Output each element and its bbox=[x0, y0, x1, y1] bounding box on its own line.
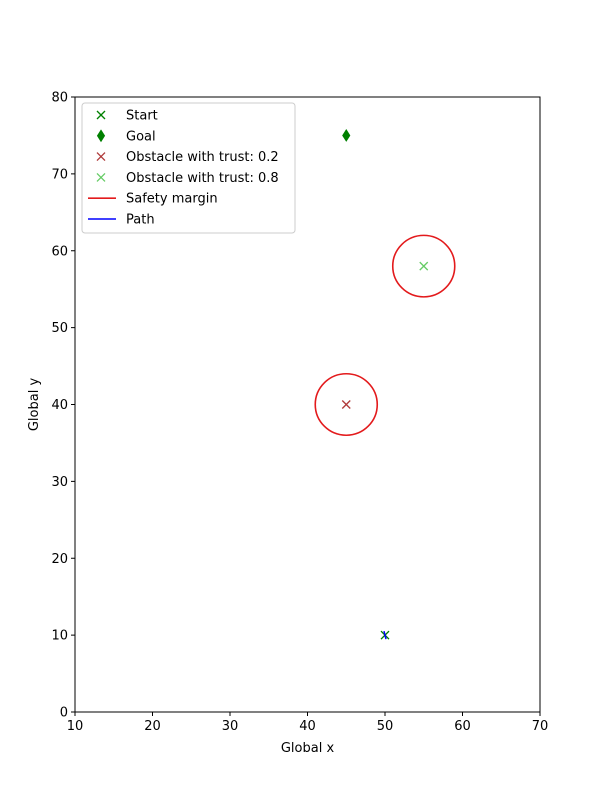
legend-label: Start bbox=[126, 109, 158, 124]
y-tick-label: 20 bbox=[51, 552, 68, 567]
y-tick-label: 0 bbox=[60, 706, 68, 721]
x-tick-label: 30 bbox=[222, 719, 239, 734]
x-tick-label: 40 bbox=[299, 719, 316, 734]
x-tick-label: 70 bbox=[532, 719, 549, 734]
y-tick-label: 10 bbox=[51, 629, 68, 644]
safety-margin-circle bbox=[391, 234, 456, 298]
legend-label: Obstacle with trust: 0.8 bbox=[126, 171, 279, 186]
y-tick-label: 50 bbox=[51, 321, 68, 336]
x-tick-label: 60 bbox=[454, 719, 471, 734]
y-tick-label: 30 bbox=[51, 475, 68, 490]
legend: Start Goal Obstacle with trust: 0.2 Obstacl… bbox=[81, 102, 296, 234]
legend-handle bbox=[96, 110, 106, 120]
legend-handle bbox=[96, 152, 106, 162]
legend-label: Goal bbox=[126, 129, 156, 144]
legend-handle bbox=[96, 129, 106, 143]
legend-label: Safety margin bbox=[126, 192, 218, 207]
goal-marker bbox=[342, 129, 351, 142]
safety-margin-circles bbox=[314, 234, 456, 437]
legend-box bbox=[81, 102, 296, 234]
legend-label: Path bbox=[126, 213, 155, 228]
path-line bbox=[383, 630, 387, 640]
x-tick-label: 50 bbox=[377, 719, 394, 734]
x-tick-label: 10 bbox=[67, 719, 84, 734]
y-tick-label: 70 bbox=[51, 167, 68, 182]
y-tick-label: 60 bbox=[51, 244, 68, 259]
obstacle-marker bbox=[419, 261, 429, 271]
obstacle-marker bbox=[341, 400, 351, 409]
y-tick-label: 40 bbox=[51, 398, 68, 413]
legend-handle bbox=[96, 172, 106, 182]
x-tick-label: 20 bbox=[144, 719, 161, 734]
y-axis-label: Global y bbox=[27, 378, 42, 432]
y-tick-label: 80 bbox=[51, 91, 68, 106]
data-points bbox=[341, 129, 429, 640]
x-axis-label: Global x bbox=[281, 741, 335, 756]
safety-margin-circle bbox=[314, 372, 379, 437]
legend-label: Obstacle with trust: 0.2 bbox=[126, 150, 279, 165]
